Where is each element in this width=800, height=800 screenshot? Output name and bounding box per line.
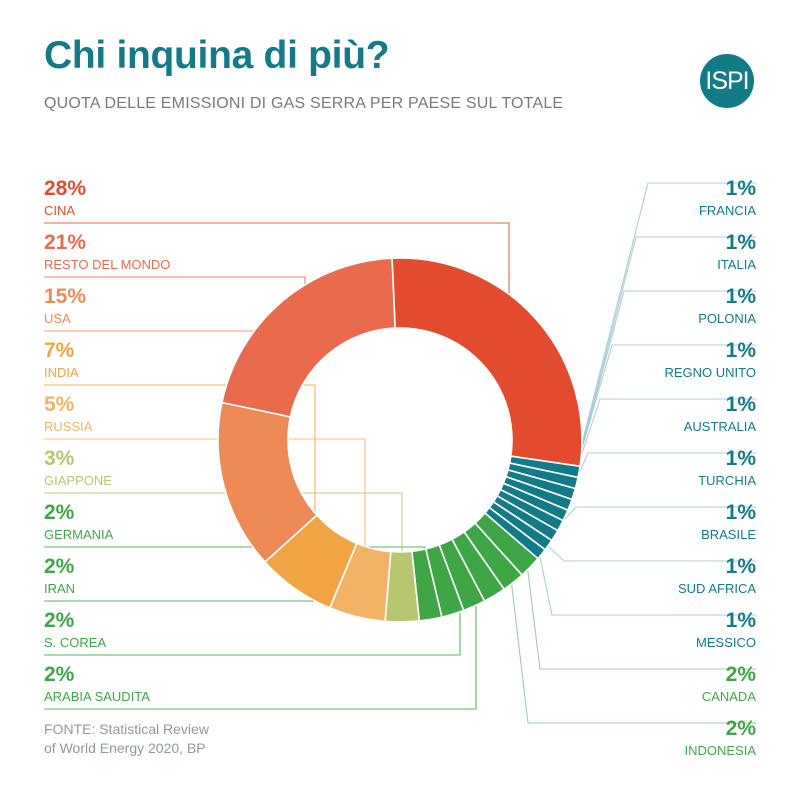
leader-line-italia [572,236,756,483]
category-label-canada: CANADA [702,689,757,704]
value-label-messico: 1% [726,609,757,632]
leader-line-india [44,384,316,560]
value-label-polonia: 1% [726,285,757,308]
category-label-turchia: TURCHIA [698,473,756,488]
value-label-resto-del-mondo: 21% [44,231,86,254]
category-label-iran: IRAN [44,581,75,596]
value-label-arabia-saudita: 2% [44,663,75,686]
leader-line-arabia-saudita [44,566,477,710]
value-label-germania: 2% [44,501,75,524]
value-label-turchia: 1% [726,447,757,470]
leader-line-indonesia [510,578,756,724]
category-label-australia: AUSTRALIA [684,419,757,434]
value-label-giappone: 3% [44,447,75,470]
category-label-cina: CINA [44,203,75,218]
value-label-usa: 15% [44,285,86,308]
category-label-messico: MESSICO [696,635,756,650]
slice-cina [391,257,583,468]
source-line-1: FONTE: Statistical Review [44,721,209,737]
slice-resto-del-mondo [220,257,396,418]
value-label-sud-africa: 1% [726,555,757,578]
category-label-brasile: BRASILE [701,527,756,542]
leader-line-sud-africa [544,542,756,562]
source-note: FONTE: Statistical Review of World Energ… [44,720,209,758]
category-label-usa: USA [44,311,71,326]
value-label-australia: 1% [726,393,757,416]
value-label-canada: 2% [726,663,757,686]
page-subtitle: QUOTA DELLE EMISSIONI DI GAS SERRA PER P… [44,95,564,112]
value-label-brasile: 1% [726,501,757,524]
ispi-logo: ISPI [700,54,754,108]
leader-line-messico [538,551,756,616]
category-label-sud-africa: SUD AFRICA [678,581,756,596]
value-label-regno-unito: 1% [726,339,757,362]
page-title: Chi inquina di più? [44,34,390,77]
category-label-russia: RUSSIA [44,419,93,434]
leader-line-russia [44,438,366,583]
leader-line-canada [526,563,756,670]
value-label-india: 7% [44,339,75,362]
category-label-italia: ITALIA [717,257,756,272]
category-label-giappone: GIAPPONE [44,473,112,488]
category-label-resto-del-mondo: RESTO DEL MONDO [44,257,170,272]
category-label-indonesia: INDONESIA [684,743,756,758]
leader-line-francia [574,182,756,472]
value-label-s-corea: 2% [44,609,75,632]
category-label-india: INDIA [44,365,79,380]
value-label-francia: 1% [726,177,757,200]
category-label-regno-unito: REGNO UNITO [665,365,757,380]
value-label-italia: 1% [726,231,757,254]
value-label-iran: 2% [44,555,75,578]
donut-slices [217,257,583,623]
category-label-francia: FRANCIA [699,203,756,218]
category-label-arabia-saudita: ARABIA SAUDITA [44,689,150,704]
category-label-polonia: POLONIA [698,311,756,326]
category-label-germania: GERMANIA [44,527,114,542]
value-label-cina: 28% [44,177,86,200]
value-label-indonesia: 2% [726,717,757,740]
source-line-2: of World Energy 2020, BP [44,740,206,756]
slice-labels: 28% CINA 21% RESTO DEL MONDO 15% USA 7% INDIA 5%… [44,177,756,758]
category-label-s-corea: S. COREA [44,635,106,650]
value-label-russia: 5% [44,393,75,416]
